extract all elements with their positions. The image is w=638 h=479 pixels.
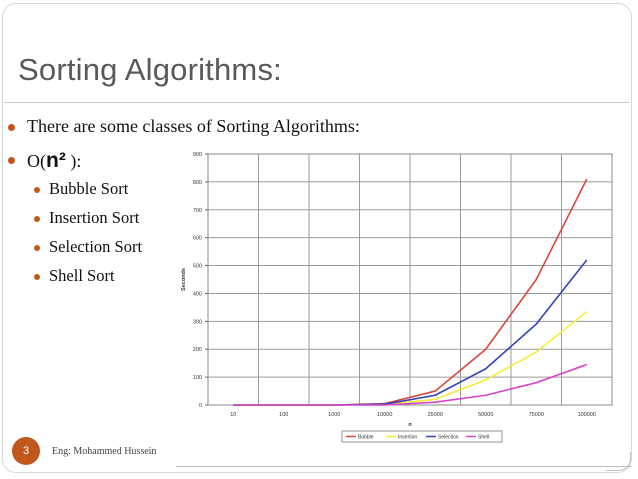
bullet-dot-icon (8, 124, 15, 131)
footer-author: Eng: Mohammed Hussein (52, 446, 157, 457)
x-axis-label: n (408, 422, 412, 428)
bullet-intro: There are some classes of Sorting Algori… (8, 116, 360, 137)
y-tick-label: 400 (193, 291, 202, 297)
series-line-shell (233, 363, 588, 406)
bullet-on2-suffix: ): (65, 151, 82, 171)
chart-legend (341, 430, 503, 443)
title-divider (4, 102, 630, 103)
bullet-intro-text: There are some classes of Sorting Algori… (27, 116, 360, 136)
y-tick-label: 200 (193, 347, 202, 353)
bullet-dot-icon (34, 187, 40, 193)
x-tick-label: 100 (279, 412, 288, 418)
legend-entry: Bubble (358, 435, 374, 441)
footer-corner (606, 452, 631, 471)
x-tick-label: 75000 (529, 412, 544, 418)
bullet-on2-prefix: O( (27, 151, 46, 171)
y-tick-label: 500 (193, 264, 202, 270)
y-tick-label: 0 (199, 403, 202, 409)
page-number-badge: 3 (12, 437, 40, 465)
footer-divider (176, 466, 632, 467)
bullet-dot-icon (34, 274, 40, 280)
page-number: 3 (22, 445, 30, 457)
x-tick-label: 10 (230, 412, 236, 418)
bullet-on2: O(n² ): (8, 149, 82, 173)
legend-entry: Selection (438, 435, 459, 441)
list-item-label: Insertion Sort (49, 208, 140, 227)
list-item: Insertion Sort (34, 208, 140, 228)
list-item: Bubble Sort (34, 179, 129, 199)
bullet-dot-icon (8, 157, 15, 164)
y-tick-label: 800 (193, 180, 202, 186)
x-tick-label: 25000 (428, 412, 443, 418)
x-tick-label: 50000 (478, 412, 493, 418)
x-tick-label: 1000 (328, 412, 340, 418)
x-tick-label: 10000 (377, 412, 392, 418)
legend-entry: Shell (478, 435, 489, 441)
y-axis-label: Seconds (181, 268, 187, 291)
bullet-dot-icon (34, 245, 40, 251)
legend-entry: Insertion (398, 435, 417, 441)
y-tick-label: 700 (193, 208, 202, 214)
list-item: Shell Sort (34, 266, 115, 286)
bullet-dot-icon (34, 216, 40, 222)
slide-title: Sorting Algorithms: (18, 52, 282, 87)
sorting-time-chart: 0 100 200 300 400 500 600 700 800 900 10 100 1000 100… (181, 152, 613, 443)
x-tick-label: 100000 (578, 412, 596, 418)
list-item: Selection Sort (34, 237, 143, 257)
y-tick-label: 900 (193, 152, 202, 158)
list-item-label: Selection Sort (49, 237, 143, 256)
bullet-on2-n: n² (46, 149, 66, 172)
list-item-label: Bubble Sort (49, 179, 129, 198)
y-tick-label: 300 (193, 319, 202, 325)
y-tick-label: 100 (193, 375, 202, 381)
list-item-label: Shell Sort (49, 266, 115, 285)
y-tick-label: 600 (193, 236, 202, 242)
